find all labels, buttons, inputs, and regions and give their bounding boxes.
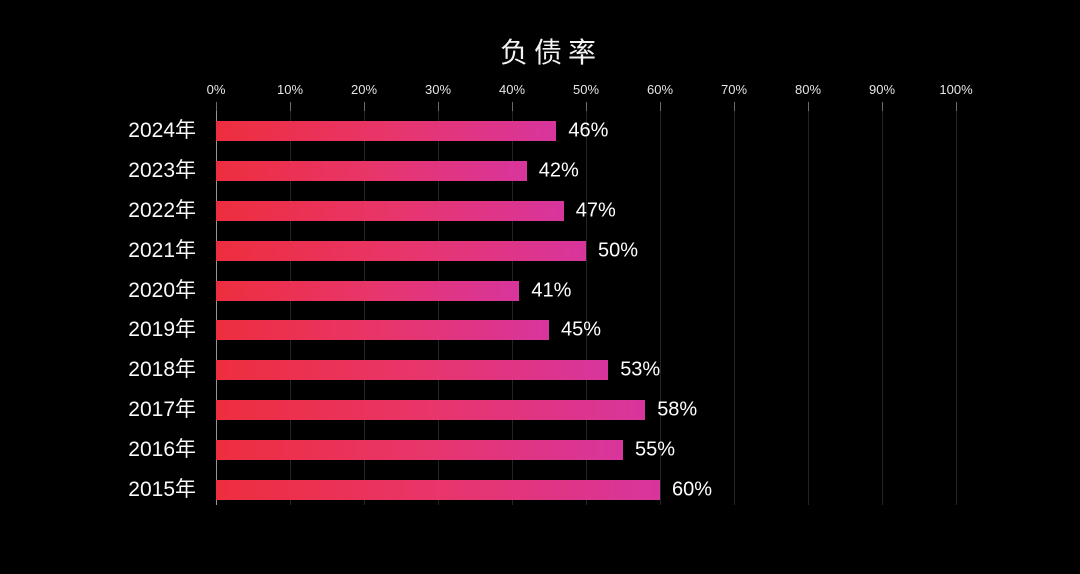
bar-row: 60%	[216, 470, 956, 510]
axis-tick-mark	[438, 102, 439, 111]
bar	[216, 200, 564, 221]
bar	[216, 479, 660, 500]
bar-row: 42%	[216, 151, 956, 191]
bar-row: 50%	[216, 231, 956, 271]
axis-tick-mark	[956, 102, 957, 111]
category-label: 2019年	[128, 318, 196, 342]
bar-value-label: 50%	[598, 239, 639, 262]
x-axis-tick-label: 10%	[276, 82, 304, 97]
bar-row: 45%	[216, 310, 956, 350]
chart-title: 负债率	[499, 37, 602, 68]
axis-tick-mark	[364, 102, 365, 111]
category-label: 2017年	[128, 398, 196, 422]
bar-row: 53%	[216, 350, 956, 390]
x-axis-tick-label: 90%	[868, 82, 896, 97]
bar-row: 46%	[216, 111, 956, 151]
bar-row: 41%	[216, 271, 956, 311]
bar	[216, 360, 609, 381]
x-axis-tick-label: 0%	[206, 82, 226, 97]
bar-row: 58%	[216, 390, 956, 430]
bar-value-label: 55%	[635, 438, 676, 461]
bar-value-label: 45%	[561, 318, 602, 341]
bar	[216, 280, 520, 301]
bar-value-label: 42%	[538, 159, 579, 182]
x-axis-tick-label: 70%	[720, 82, 748, 97]
x-axis-tick-label: 40%	[498, 82, 526, 97]
axis-line	[216, 111, 217, 505]
category-label: 2020年	[128, 278, 196, 302]
axis-tick-mark	[660, 102, 661, 111]
axis-tick-mark	[290, 102, 291, 111]
x-axis-tick-label: 30%	[424, 82, 452, 97]
category-label: 2022年	[128, 198, 196, 222]
bar	[216, 240, 586, 261]
bar	[216, 120, 557, 141]
gridline	[808, 111, 809, 505]
bar-row: 55%	[216, 430, 956, 470]
bar-value-label: 46%	[568, 119, 609, 142]
bar	[216, 320, 549, 341]
bar-value-label: 58%	[657, 398, 698, 421]
bar-row: 47%	[216, 191, 956, 231]
bar-value-label: 53%	[620, 358, 661, 381]
gridline	[512, 111, 513, 505]
x-axis-tick-label: 80%	[794, 82, 822, 97]
gridline	[734, 111, 735, 505]
bar-value-label: 41%	[531, 279, 572, 301]
y-axis-labels: 2024年 2023年 2022年 2021年 2020年 2019年 2018年 2017年…	[0, 111, 196, 510]
gridline	[438, 111, 439, 505]
x-axis-tick-label: 20%	[350, 82, 378, 97]
x-axis-tick-label: 50%	[572, 82, 600, 97]
gridline	[882, 111, 883, 505]
category-label: 2016年	[128, 438, 196, 462]
gridline	[290, 111, 291, 505]
gridline	[364, 111, 365, 505]
axis-tick-mark	[512, 102, 513, 111]
axis-tick-mark	[586, 102, 587, 111]
gridline	[660, 111, 661, 505]
plot-area: 0% 10% 20% 30% 40% 50% 60% 70% 80% 90% 100% 46% 42%…	[207, 82, 973, 511]
axis-tick-mark	[882, 102, 883, 111]
category-label: 2023年	[128, 158, 196, 182]
bar-rows: 46% 42% 47% 50% 41% 45% 53% 58% 55% 60%	[216, 111, 956, 511]
bar-value-label: 60%	[672, 478, 713, 501]
bar	[216, 160, 527, 181]
axis-tick-mark	[808, 102, 809, 111]
gridline	[586, 111, 587, 505]
bar	[216, 400, 646, 421]
category-label: 2021年	[128, 238, 196, 262]
axis-tick-mark	[216, 102, 217, 111]
category-label: 2024年	[128, 119, 196, 142]
bar	[216, 440, 623, 461]
x-axis-tick-label: 60%	[646, 82, 674, 97]
category-label: 2015年	[128, 478, 196, 502]
gridline	[956, 111, 957, 505]
x-axis-tick-label: 100%	[939, 82, 973, 97]
bar-value-label: 47%	[575, 199, 616, 222]
category-label: 2018年	[128, 358, 196, 382]
axis-tick-mark	[734, 102, 735, 111]
